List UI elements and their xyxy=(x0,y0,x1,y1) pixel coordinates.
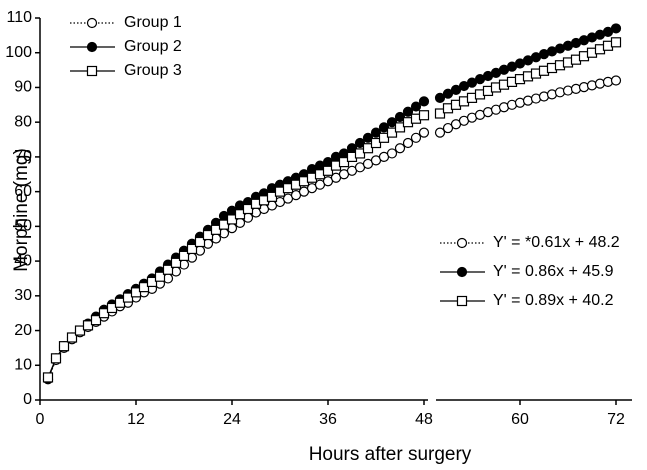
equation-marker xyxy=(456,295,468,307)
x-tick-label: 12 xyxy=(127,411,145,428)
marker xyxy=(610,75,622,86)
marker xyxy=(170,257,182,268)
marker xyxy=(394,111,406,123)
marker xyxy=(154,271,166,282)
marker xyxy=(138,282,150,293)
marker xyxy=(90,315,102,326)
y-tick-label: 10 xyxy=(14,356,32,373)
x-tick-label: 24 xyxy=(223,411,241,428)
marker xyxy=(50,353,62,364)
marker xyxy=(130,287,142,298)
equation-marker xyxy=(456,266,468,278)
y-tick-label: 80 xyxy=(14,113,32,130)
x-tick-label: 48 xyxy=(415,411,433,428)
legend-marker xyxy=(86,17,98,29)
marker xyxy=(378,132,390,143)
marker xyxy=(610,37,622,48)
marker xyxy=(386,127,398,138)
marker xyxy=(410,101,422,112)
y-tick-label: 60 xyxy=(14,183,32,200)
marker xyxy=(122,292,134,303)
marker xyxy=(234,209,246,220)
marker xyxy=(402,137,414,149)
legend-label: Group 1 xyxy=(124,14,182,31)
marker xyxy=(66,332,78,343)
marker xyxy=(42,372,54,383)
legend-marker xyxy=(86,41,98,53)
marker xyxy=(226,214,238,225)
y-tick-label: 0 xyxy=(23,391,32,408)
legend-label: Group 2 xyxy=(124,38,182,55)
marker xyxy=(354,137,366,149)
marker xyxy=(186,243,198,255)
marker xyxy=(442,122,454,134)
equation-marker xyxy=(456,237,468,249)
marker xyxy=(386,148,398,159)
equation-label: Y' = 0.89x + 40.2 xyxy=(493,292,614,309)
y-tick-label: 30 xyxy=(14,287,32,304)
equation-label: Y' = 0.86x + 45.9 xyxy=(493,263,614,280)
marker xyxy=(418,127,430,138)
y-tick-label: 70 xyxy=(14,148,32,165)
marker xyxy=(410,132,422,143)
marker xyxy=(266,191,278,202)
legend-marker xyxy=(86,65,98,77)
marker xyxy=(386,117,398,128)
marker xyxy=(58,341,70,352)
marker xyxy=(218,219,230,230)
marker xyxy=(434,127,446,138)
y-tick-label: 90 xyxy=(14,79,32,96)
marker xyxy=(106,302,118,314)
y-tick-label: 20 xyxy=(14,322,32,339)
marker xyxy=(394,122,406,133)
y-tick-label: 50 xyxy=(14,218,32,235)
marker xyxy=(178,250,190,261)
y-tick-label: 100 xyxy=(5,44,32,61)
marker xyxy=(434,108,446,119)
x-tick-label: 0 xyxy=(36,411,45,428)
marker xyxy=(610,23,622,34)
marker xyxy=(74,325,86,336)
series-line xyxy=(47,41,617,378)
marker xyxy=(98,308,110,319)
x-tick-label: 36 xyxy=(319,411,337,428)
marker xyxy=(202,229,214,241)
marker xyxy=(362,132,374,143)
marker xyxy=(322,165,334,176)
marker xyxy=(378,122,390,133)
marker xyxy=(402,106,414,117)
series-line xyxy=(47,79,617,380)
marker xyxy=(194,236,206,248)
marker xyxy=(146,276,158,288)
x-tick-label: 72 xyxy=(607,411,625,428)
marker xyxy=(114,297,126,308)
marker xyxy=(242,203,254,215)
y-axis-label: Morphine (mg) xyxy=(11,148,32,272)
x-axis-label: Hours after surgery xyxy=(309,444,472,465)
marker xyxy=(370,127,382,138)
marker xyxy=(338,157,350,168)
marker xyxy=(354,148,366,159)
legend-label: Group 3 xyxy=(124,62,182,79)
marker xyxy=(162,264,174,275)
marker xyxy=(450,84,462,95)
y-tick-label: 40 xyxy=(14,252,32,269)
equation-label: Y' = *0.61x + 48.2 xyxy=(493,234,620,251)
y-tick-label: 110 xyxy=(6,9,32,26)
marker xyxy=(442,88,454,99)
x-tick-label: 60 xyxy=(511,411,529,428)
marker xyxy=(418,96,430,107)
marker xyxy=(210,224,222,235)
marker xyxy=(434,92,446,103)
marker xyxy=(418,110,430,121)
marker xyxy=(394,143,406,154)
marker xyxy=(362,143,374,154)
marker xyxy=(82,320,94,331)
marker xyxy=(370,137,382,149)
